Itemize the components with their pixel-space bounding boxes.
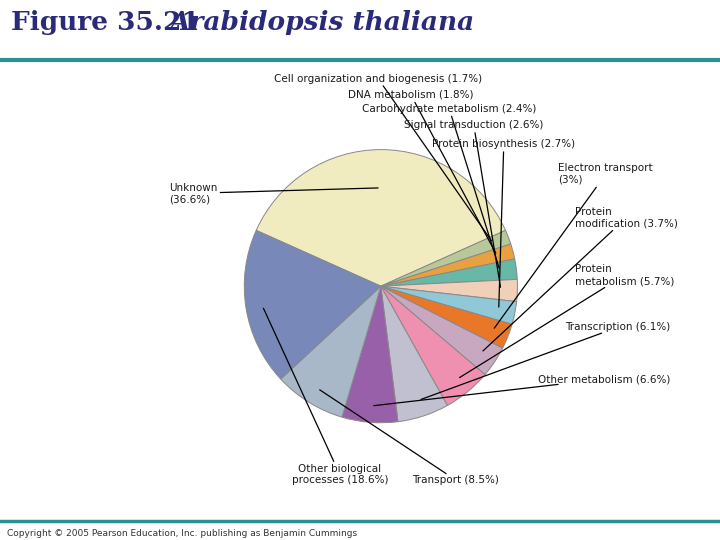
Wedge shape	[381, 231, 510, 286]
Wedge shape	[381, 244, 515, 286]
Text: Transport (8.5%): Transport (8.5%)	[320, 390, 500, 485]
Text: Arabidopsis thaliana: Arabidopsis thaliana	[169, 10, 474, 35]
Wedge shape	[381, 279, 518, 302]
Text: Other metabolism (6.6%): Other metabolism (6.6%)	[374, 374, 670, 406]
Text: Protein biosynthesis (2.7%): Protein biosynthesis (2.7%)	[432, 139, 575, 307]
Wedge shape	[381, 259, 517, 286]
Text: Signal transduction (2.6%): Signal transduction (2.6%)	[404, 120, 544, 287]
Wedge shape	[281, 286, 381, 417]
Wedge shape	[342, 286, 398, 423]
Text: DNA metabolism (1.8%): DNA metabolism (1.8%)	[348, 90, 496, 253]
Text: Electron transport
(3%): Electron transport (3%)	[494, 164, 653, 328]
Wedge shape	[381, 286, 447, 422]
Wedge shape	[244, 231, 381, 379]
Text: Carbohydrate metabolism (2.4%): Carbohydrate metabolism (2.4%)	[362, 104, 536, 268]
Wedge shape	[256, 150, 505, 286]
Wedge shape	[381, 286, 512, 348]
Text: Protein
modification (3.7%): Protein modification (3.7%)	[483, 207, 678, 351]
Text: Figure 35.21: Figure 35.21	[11, 10, 209, 35]
Text: Copyright © 2005 Pearson Education, Inc. publishing as Benjamin Cummings: Copyright © 2005 Pearson Education, Inc.…	[7, 529, 357, 538]
Wedge shape	[381, 286, 516, 325]
Text: Other biological
processes (18.6%): Other biological processes (18.6%)	[264, 308, 388, 485]
Text: Cell organization and biogenesis (1.7%): Cell organization and biogenesis (1.7%)	[274, 73, 492, 241]
Wedge shape	[381, 286, 503, 375]
Wedge shape	[381, 286, 485, 406]
Text: Protein
metabolism (5.7%): Protein metabolism (5.7%)	[459, 265, 674, 377]
Text: Transcription (6.1%): Transcription (6.1%)	[421, 322, 670, 400]
Text: Unknown
(36.6%): Unknown (36.6%)	[169, 183, 378, 204]
